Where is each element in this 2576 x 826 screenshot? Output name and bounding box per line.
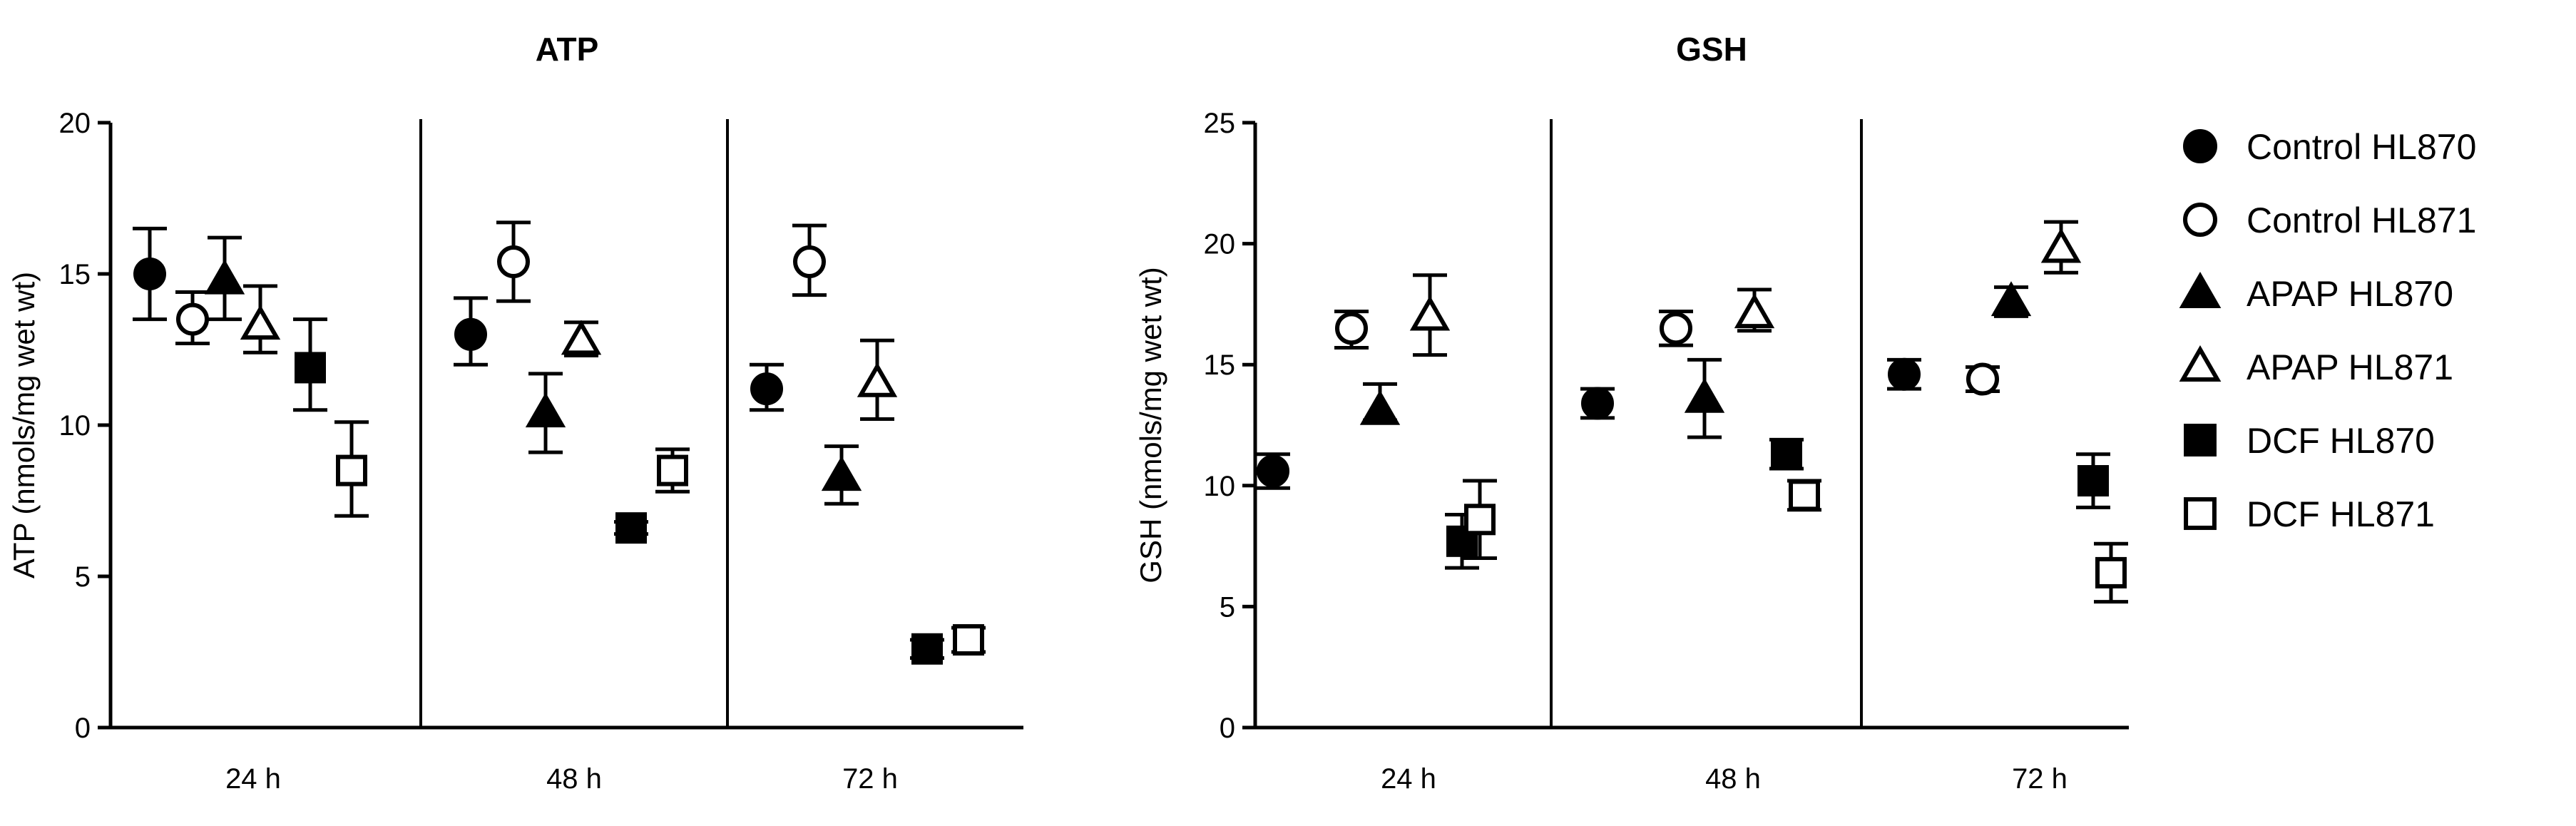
atp-point-apap-hl871 — [857, 362, 898, 397]
legend-marker-apap-hl870 — [2179, 272, 2222, 308]
gsh-y-axis-title: GSH (nmols/mg wet wt) — [1134, 267, 1167, 583]
atp-point-dcf-hl871 — [953, 624, 984, 656]
gsh-point-apap-hl871 — [1409, 295, 1451, 331]
gsh-point-control-hl871 — [1335, 312, 1368, 345]
atp-point-apap-hl870 — [821, 456, 862, 491]
gsh-point-dcf-hl871 — [1464, 504, 1496, 536]
atp-y-tick-label: 20 — [59, 108, 91, 139]
legend-label-apap-hl871: APAP HL871 — [2247, 347, 2453, 387]
gsh-y-tick-label: 25 — [1204, 108, 1236, 139]
atp-panel: ATP 0 5 10 15 20 ATP (nmols/mg wet wt) 24 h 48 h… — [7, 31, 1023, 795]
gsh-y-tick-label: 20 — [1204, 229, 1236, 260]
atp-chart-title: ATP — [536, 31, 599, 68]
atp-point-control-hl870 — [750, 372, 783, 406]
gsh-y-tick-label: 10 — [1204, 471, 1236, 502]
legend-label-dcf-hl870: DCF HL870 — [2247, 421, 2435, 461]
legend-marker-dcf-hl870 — [2184, 424, 2217, 457]
atp-point-control-hl871 — [497, 245, 530, 279]
legend-marker-dcf-hl871 — [2184, 497, 2217, 530]
gsh-point-dcf-hl870 — [1446, 525, 1478, 557]
atp-y-tick-label: 5 — [75, 561, 91, 593]
gsh-point-dcf-hl870 — [1771, 438, 1802, 470]
atp-point-control-hl871 — [793, 245, 826, 279]
legend-label-apap-hl870: APAP HL870 — [2247, 274, 2453, 314]
atp-point-apap-hl871 — [561, 320, 602, 355]
gsh-point-control-hl870 — [1257, 454, 1289, 488]
gsh-point-control-hl870 — [1581, 387, 1614, 420]
gsh-x-group-label-72-h: 72 h — [2012, 763, 2068, 795]
atp-point-apap-hl870 — [204, 259, 245, 295]
atp-x-group-label-72-h: 72 h — [842, 763, 898, 795]
atp-point-control-hl870 — [454, 317, 487, 351]
gsh-point-apap-hl870 — [1684, 377, 1725, 413]
atp-point-dcf-hl870 — [911, 633, 943, 665]
atp-point-control-hl871 — [176, 302, 209, 336]
legend: Control HL870 Control HL871 APAP HL870 APAP… — [2179, 127, 2476, 534]
gsh-y-tick-label: 0 — [1220, 713, 1235, 744]
gsh-y-tick-label: 15 — [1204, 350, 1236, 381]
gsh-point-dcf-hl870 — [2077, 465, 2109, 497]
legend-marker-control-hl870 — [2183, 129, 2217, 163]
gsh-point-control-hl870 — [1888, 357, 1921, 391]
gsh-point-apap-hl870 — [1990, 281, 2032, 317]
gsh-point-dcf-hl871 — [1789, 479, 1820, 511]
gsh-chart-title: GSH — [1676, 31, 1747, 68]
gsh-x-group-label-48-h: 48 h — [1705, 763, 1761, 795]
gsh-point-apap-hl871 — [2040, 228, 2082, 263]
atp-point-apap-hl871 — [240, 305, 281, 340]
legend-label-control-hl870: Control HL870 — [2247, 127, 2476, 167]
atp-x-group-label-48-h: 48 h — [546, 763, 602, 795]
atp-point-apap-hl870 — [525, 392, 566, 428]
atp-y-tick-label: 15 — [59, 259, 91, 290]
gsh-point-control-hl871 — [1966, 362, 1999, 396]
legend-label-dcf-hl871: DCF HL871 — [2247, 494, 2435, 534]
atp-point-dcf-hl871 — [657, 454, 688, 486]
atp-y-axis-title: ATP (nmols/mg wet wt) — [7, 272, 41, 578]
gsh-x-group-label-24-h: 24 h — [1381, 763, 1436, 795]
legend-label-control-hl871: Control HL871 — [2247, 200, 2476, 240]
atp-point-dcf-hl870 — [295, 352, 326, 384]
legend-marker-control-hl871 — [2183, 203, 2217, 237]
atp-y-tick-label: 0 — [75, 713, 91, 744]
gsh-y-tick-label: 5 — [1220, 591, 1235, 623]
gsh-point-dcf-hl871 — [2095, 556, 2127, 588]
atp-y-tick-label: 10 — [59, 410, 91, 442]
atp-x-group-label-24-h: 24 h — [225, 763, 281, 795]
atp-point-control-hl870 — [133, 258, 166, 290]
legend-marker-apap-hl871 — [2179, 345, 2222, 382]
atp-point-dcf-hl870 — [615, 512, 647, 544]
gsh-point-control-hl871 — [1660, 312, 1692, 345]
gsh-panel: GSH 0 5 10 15 20 25 GSH (nmols/mg wet wt) 24 h 48… — [1134, 31, 2129, 795]
atp-point-dcf-hl871 — [336, 454, 367, 486]
gsh-point-apap-hl870 — [1359, 389, 1401, 425]
gsh-point-apap-hl871 — [1734, 293, 1775, 329]
